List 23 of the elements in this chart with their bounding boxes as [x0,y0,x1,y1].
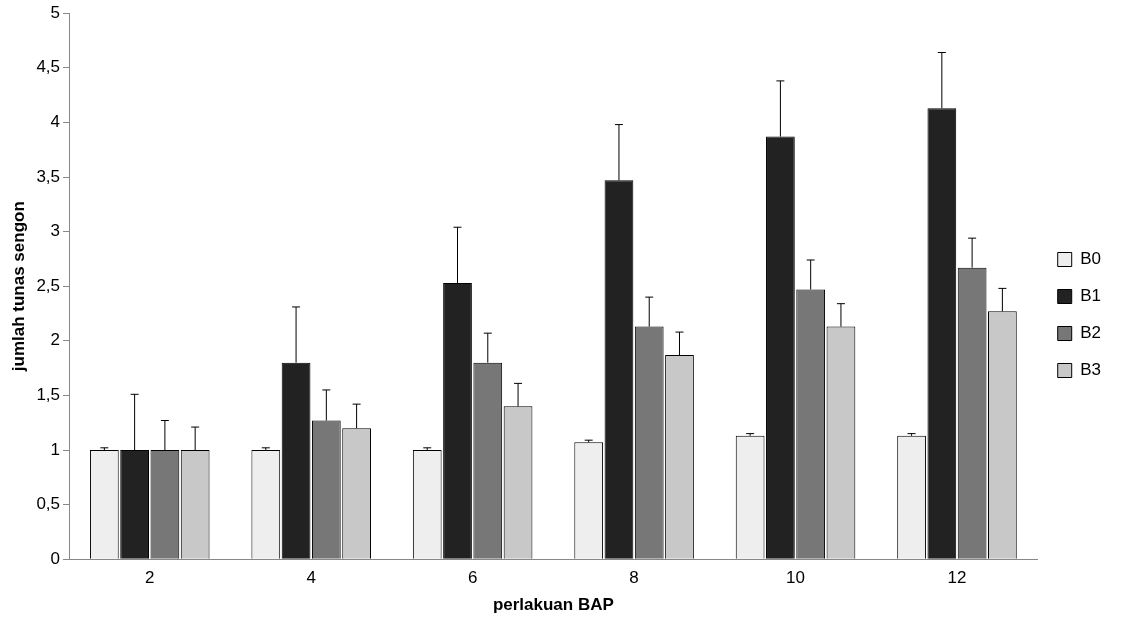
legend-label: B0 [1080,249,1101,269]
y-tick-label: 2,5 [36,275,61,295]
legend-label: B2 [1080,323,1101,343]
y-tick-label: 0,5 [36,494,61,514]
y-tick-label: 2 [50,330,61,350]
y-tick-label: 5 [50,2,61,22]
y-tick-label: 3,5 [36,166,61,186]
x-axis-title: perlakuan BAP [492,595,614,615]
x-tick-label: 6 [467,568,478,588]
y-tick-label: 3 [50,221,61,241]
legend-label: B3 [1080,360,1101,380]
x-tick-label: 10 [786,568,805,588]
legend-label: B1 [1080,286,1101,306]
x-tick-label: 8 [629,568,639,588]
y-tick-label: 4 [50,112,61,132]
y-tick-label: 1 [50,439,61,459]
x-tick-label: 12 [947,568,967,588]
y-tick-label: 4,5 [36,57,61,77]
y-tick-label: 1,5 [36,385,61,405]
x-tick-label: 2 [145,568,155,588]
y-axis-title: jumlah tunas sengon [8,201,28,373]
x-tick-label: 4 [306,568,316,588]
y-tick-label: 0 [50,548,61,568]
